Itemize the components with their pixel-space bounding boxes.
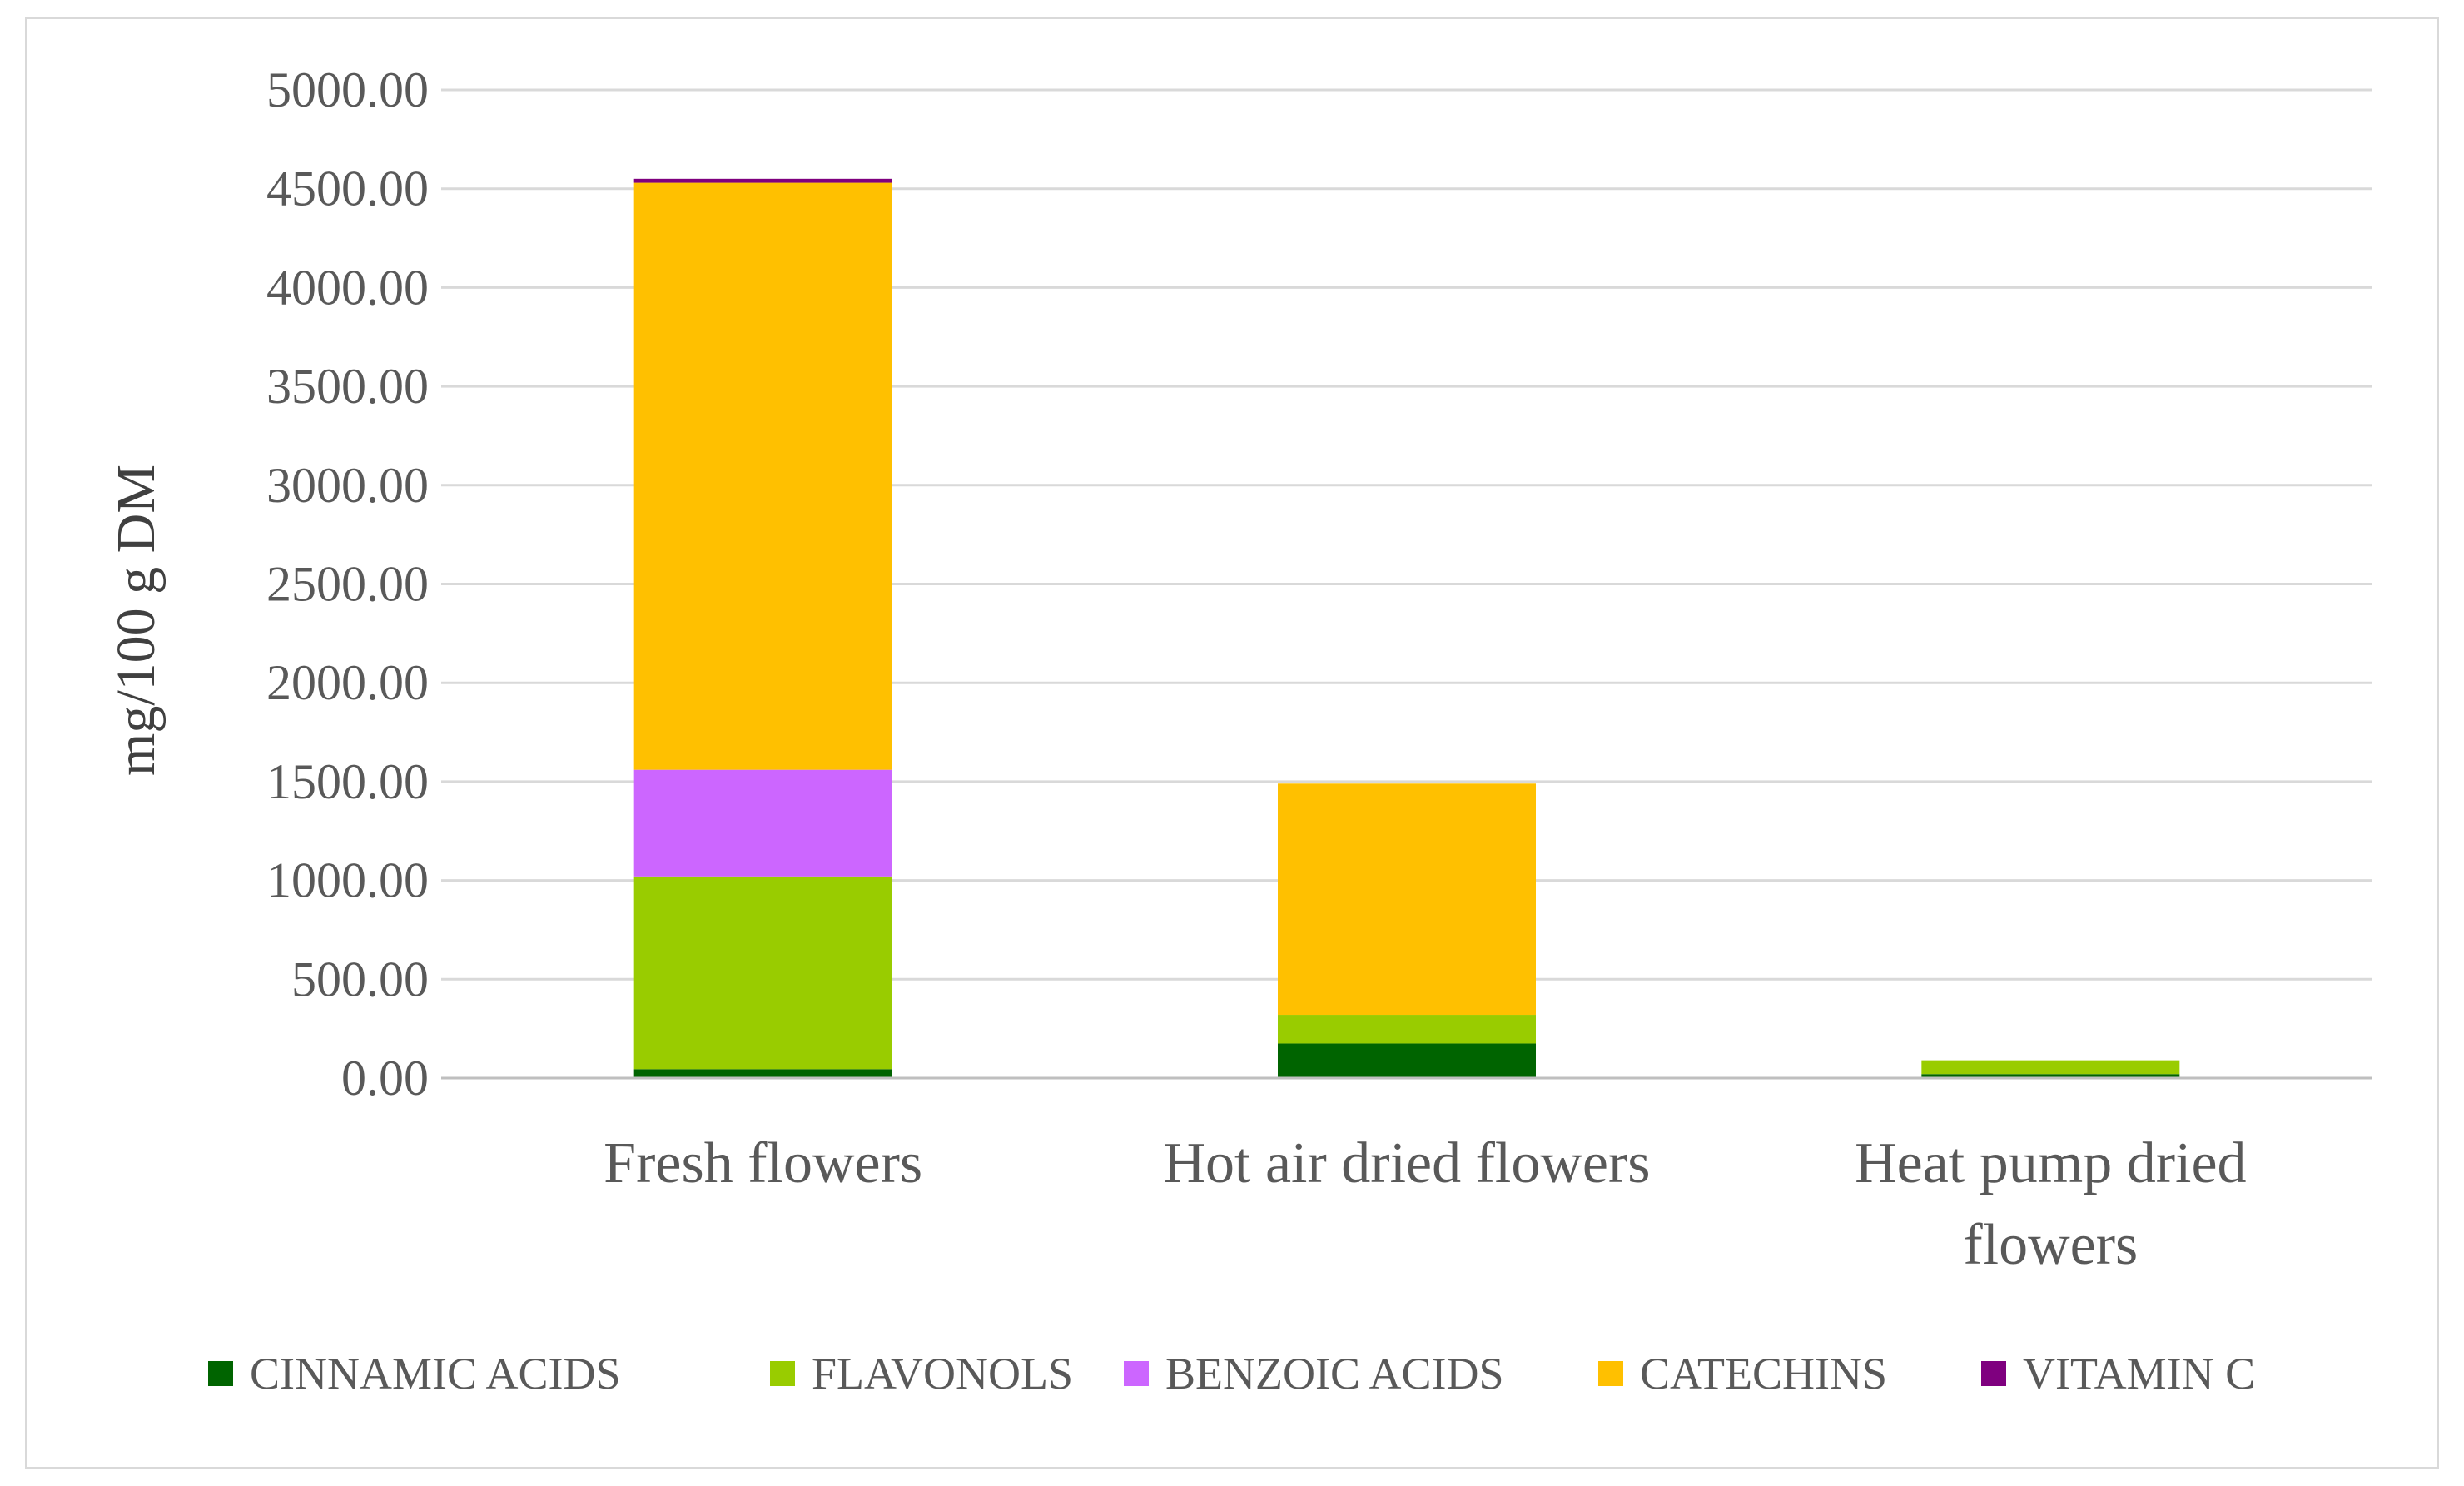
y-tick-label: 1500.00 [266,754,429,809]
bar-segment [633,1069,892,1078]
category-label: Hot air dried flowers [1163,1131,1650,1195]
bar-segment [1278,783,1536,1016]
chart-frame [25,17,2439,1469]
y-tick-label: 2500.00 [266,557,429,612]
legend-swatch [1124,1361,1149,1386]
legend-label: CINNAMIC ACIDS [250,1349,621,1399]
y-tick-label: 5000.00 [266,62,429,117]
legend-label: FLAVONOLS [812,1349,1073,1399]
y-tick-label: 3000.00 [266,458,429,513]
bar-segment [633,182,892,770]
bars [633,178,2180,1078]
legend-label: CATECHINS [1640,1349,1887,1399]
bar-segment [633,178,892,183]
legend-swatch [1981,1361,2006,1386]
bar-segment [633,876,892,1070]
y-tick-label: 500.00 [291,952,429,1006]
y-tick-label: 4000.00 [266,260,429,315]
category-labels: Fresh flowers Hot air dried flowers Heat p… [604,1131,2246,1277]
y-axis-ticks: 0.00 500.00 1000.00 1500.00 2000.00 2500.00 30… [266,62,429,1106]
bar-segment [633,769,892,877]
bar-segment [1921,1074,2180,1078]
bar-segment [1921,1060,2180,1075]
category-label: Heat pump dried [1855,1131,2246,1195]
legend-swatch [1598,1361,1623,1386]
legend-swatch [770,1361,795,1386]
y-tick-label: 2000.00 [266,655,429,710]
y-tick-label: 0.00 [341,1051,429,1106]
category-label: flowers [1963,1213,2138,1277]
legend-label: VITAMIN C [2023,1349,2255,1399]
y-tick-label: 4500.00 [266,162,429,216]
legend-swatch [208,1361,233,1386]
y-tick-label: 3500.00 [266,359,429,414]
bar-segment [1278,1015,1536,1044]
y-tick-label: 1000.00 [266,853,429,908]
y-axis-title: mg/100 g DM [106,465,166,776]
bar-segment [1278,1043,1536,1078]
category-label: Fresh flowers [604,1131,922,1195]
legend: CINNAMIC ACIDS FLAVONOLS BENZOIC ACIDS CATE… [208,1349,2255,1399]
legend-label: BENZOIC ACIDS [1165,1349,1504,1399]
